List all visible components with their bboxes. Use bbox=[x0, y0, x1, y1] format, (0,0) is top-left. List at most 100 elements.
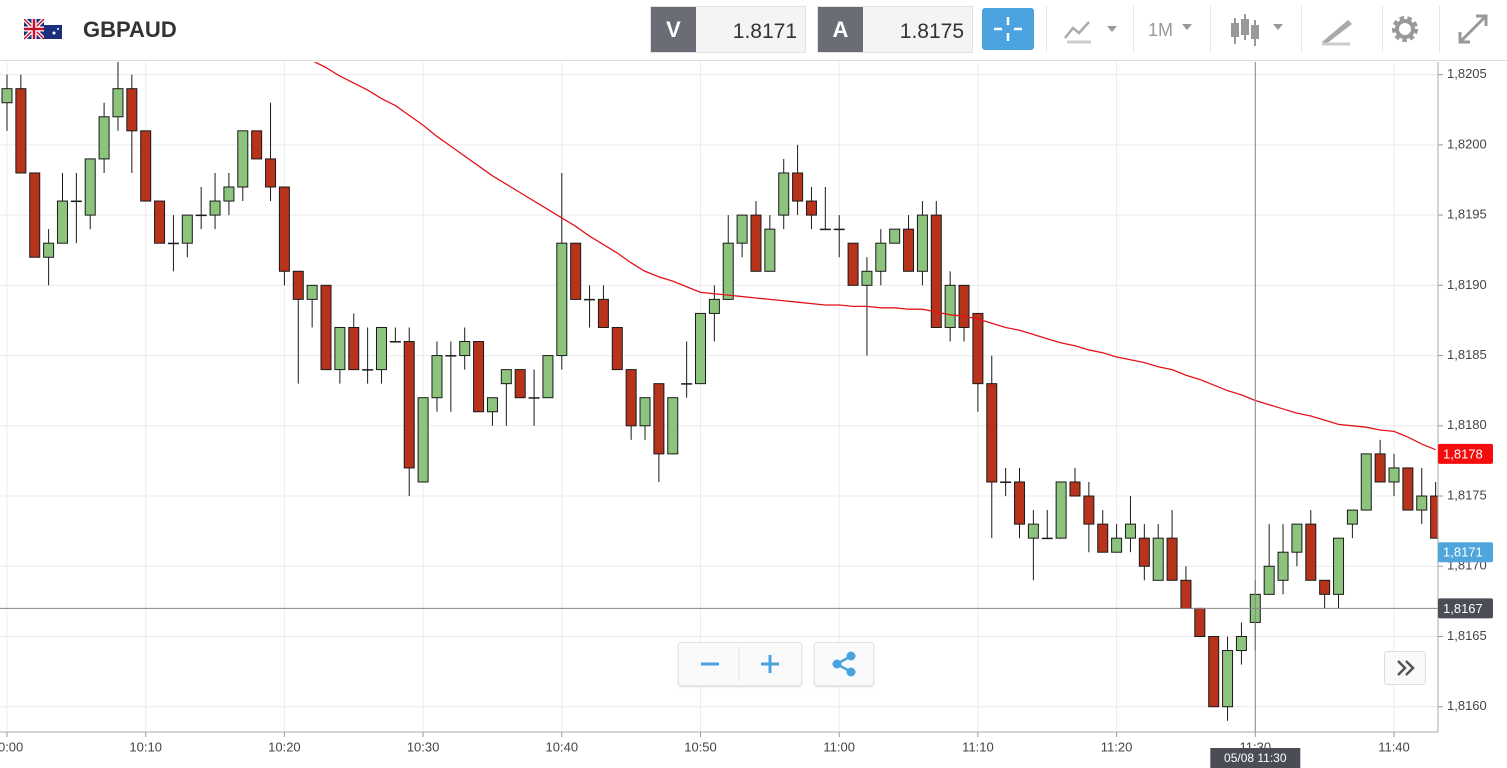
candle-body bbox=[417, 397, 429, 483]
scroll-icon bbox=[1397, 660, 1415, 676]
candle-body bbox=[958, 284, 970, 328]
candle-style-button[interactable] bbox=[1210, 6, 1301, 52]
candle-body bbox=[486, 397, 498, 413]
candle-body bbox=[1152, 537, 1164, 581]
candle-body bbox=[209, 200, 221, 216]
gear-icon bbox=[1392, 16, 1418, 42]
y-tick-label: 1,8205 bbox=[1447, 66, 1487, 81]
candle-body bbox=[1069, 481, 1081, 497]
candle-body bbox=[875, 242, 887, 272]
candle-body bbox=[972, 312, 984, 385]
candle-body bbox=[140, 130, 152, 202]
candle-body bbox=[792, 172, 804, 202]
price-tag bbox=[1438, 443, 1493, 464]
candle-body bbox=[805, 200, 817, 216]
candle-body bbox=[43, 242, 55, 258]
timeframe-button[interactable]: 1M bbox=[1133, 6, 1210, 52]
crosshair-x-label: 05/08 11:30 bbox=[1224, 751, 1287, 765]
y-tick-label: 1,8190 bbox=[1447, 277, 1487, 292]
axes: 1,81601,81651,81701,81751,81801,81851,81… bbox=[0, 62, 1493, 768]
x-tick-label: 10:00 bbox=[0, 739, 23, 754]
crosshair-x-tag bbox=[1210, 748, 1301, 768]
candle-body bbox=[1055, 481, 1067, 539]
draw-button[interactable] bbox=[1301, 6, 1382, 52]
share-button[interactable] bbox=[814, 642, 874, 686]
zoom-icons[interactable] bbox=[679, 643, 801, 685]
candle-body bbox=[764, 228, 776, 272]
chart-type-button[interactable] bbox=[1046, 6, 1133, 52]
candle-body bbox=[431, 355, 443, 399]
candle-body bbox=[306, 284, 318, 300]
candle-body bbox=[695, 312, 706, 385]
zoom-controls bbox=[678, 642, 802, 686]
ask-label: A bbox=[818, 7, 863, 52]
candle-body bbox=[473, 341, 485, 413]
scroll-end-button[interactable] bbox=[1384, 651, 1426, 685]
x-tick-label: 11:00 bbox=[823, 739, 855, 754]
ask-box[interactable]: A 1.8175 bbox=[817, 6, 973, 53]
candle-body bbox=[1430, 495, 1438, 539]
x-tick-label: 10:20 bbox=[268, 739, 301, 754]
candle-body bbox=[1083, 495, 1095, 525]
x-tick-label: 11:40 bbox=[1378, 739, 1410, 754]
candle-body bbox=[334, 326, 346, 371]
bid-box[interactable]: V 1.8171 bbox=[650, 6, 806, 53]
candle-body bbox=[1333, 537, 1345, 595]
candle-body bbox=[237, 130, 249, 188]
x-tick-label: 11:10 bbox=[962, 739, 994, 754]
settings-button[interactable] bbox=[1382, 6, 1439, 52]
candle-body bbox=[847, 242, 859, 286]
candle-body bbox=[320, 284, 332, 371]
dropdown-icon bbox=[1182, 24, 1192, 30]
grid bbox=[0, 62, 1438, 732]
candle-body bbox=[265, 158, 277, 188]
y-tick-label: 1,8165 bbox=[1447, 628, 1487, 643]
candle-body bbox=[167, 242, 179, 245]
expand-button[interactable] bbox=[1439, 6, 1507, 52]
symbol: GBPAUD bbox=[83, 17, 177, 42]
crosshair-y-tag bbox=[1438, 598, 1493, 619]
candle-body bbox=[98, 116, 110, 160]
candle-body bbox=[459, 341, 471, 357]
bid-price: 1.8171 bbox=[732, 20, 797, 43]
candle-body bbox=[389, 341, 401, 343]
crosshair-button[interactable] bbox=[982, 8, 1034, 50]
candle-body bbox=[1222, 650, 1234, 708]
y-tick-label: 1,8180 bbox=[1447, 417, 1487, 432]
candle-body bbox=[292, 270, 304, 300]
candle-body bbox=[1111, 537, 1123, 553]
chart: 1,81601,81651,81701,81751,81801,81851,81… bbox=[0, 62, 1493, 768]
candle-body bbox=[819, 228, 831, 231]
candle-body bbox=[362, 369, 374, 371]
candle-body bbox=[1166, 537, 1178, 581]
timeframe: 1M bbox=[1148, 20, 1174, 40]
candle-body bbox=[1138, 537, 1150, 567]
candle-body bbox=[1027, 523, 1039, 539]
candle-body bbox=[56, 200, 68, 244]
candle-body bbox=[1000, 481, 1012, 483]
plot-area bbox=[1, 62, 1438, 721]
candle-body bbox=[403, 341, 415, 469]
candle-body bbox=[195, 214, 207, 217]
candle-body bbox=[15, 88, 27, 174]
candle-body bbox=[1041, 537, 1053, 540]
candle-body bbox=[667, 397, 679, 455]
x-tick-label: 10:50 bbox=[684, 739, 717, 754]
candle-body bbox=[639, 397, 651, 427]
candle-body bbox=[916, 214, 928, 272]
candle-body bbox=[112, 88, 124, 118]
candle-body bbox=[500, 369, 512, 385]
y-tick-label: 1,8185 bbox=[1447, 347, 1487, 362]
y-tick-label: 1,8195 bbox=[1447, 207, 1487, 222]
candle-body bbox=[681, 383, 693, 385]
candle-body bbox=[1, 88, 13, 104]
candle-body bbox=[570, 242, 582, 300]
moving-average bbox=[313, 62, 1436, 451]
x-tick-label: 10:40 bbox=[546, 739, 579, 754]
candle-body bbox=[348, 326, 360, 371]
candle-body bbox=[611, 326, 623, 371]
x-tick-label: 10:10 bbox=[129, 739, 162, 754]
candle-body bbox=[1124, 523, 1136, 539]
candle-body bbox=[722, 242, 734, 300]
candle-body bbox=[736, 214, 748, 244]
